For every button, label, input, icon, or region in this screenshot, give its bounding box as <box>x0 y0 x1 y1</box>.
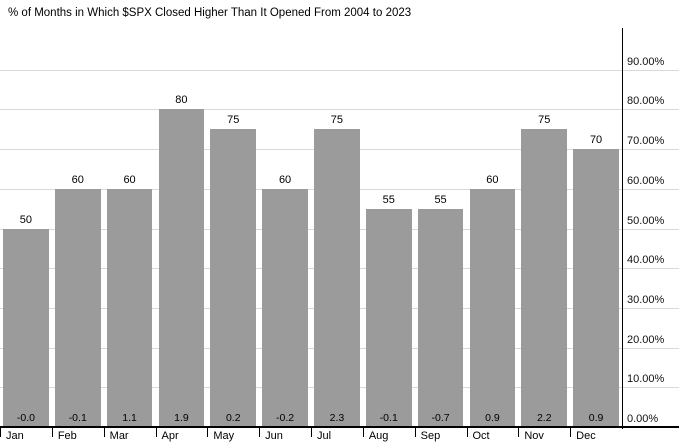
bar-footer-value: 0.2 <box>225 412 241 424</box>
bar-footer-value: 1.9 <box>174 412 189 424</box>
y-axis-tick-label: 90.00% <box>627 55 665 68</box>
bar-nov <box>521 129 568 427</box>
bar-footer-value: 1.1 <box>122 412 137 424</box>
x-axis-tick <box>259 427 260 437</box>
x-axis-tick <box>518 427 519 437</box>
gridline <box>0 109 679 111</box>
x-axis-month-label: Oct <box>472 430 490 442</box>
bar-value-label: 80 <box>175 94 188 107</box>
bar-footer-value: 2.2 <box>536 412 552 424</box>
x-axis-tick <box>311 427 312 437</box>
x-axis-month-label: Apr <box>161 430 179 442</box>
bar-jun <box>262 188 308 427</box>
y-axis-tick-label: 50.00% <box>627 214 665 227</box>
x-axis-tick <box>156 427 157 437</box>
bar-footer-value: 2.3 <box>329 412 345 424</box>
bar-jul <box>314 129 360 427</box>
x-axis-month-label: Feb <box>57 430 77 442</box>
y-axis-tick-label: 30.00% <box>627 293 665 306</box>
bar-footer-value: -0.7 <box>431 412 450 424</box>
chart-title: % of Months in Which $SPX Closed Higher … <box>8 7 412 19</box>
x-axis-line <box>0 426 679 428</box>
bar-value-label: 60 <box>123 173 136 186</box>
x-axis-tick <box>104 427 105 437</box>
bar-value-label: 75 <box>538 114 551 127</box>
x-axis-month-label: Mar <box>109 430 129 442</box>
bar-mar <box>106 188 153 427</box>
x-axis-month-label: Nov <box>524 430 544 442</box>
y-axis-tick-label: 40.00% <box>627 254 665 267</box>
bar-apr <box>158 109 205 427</box>
x-axis-tick <box>52 427 53 437</box>
x-axis-month-label: Jan <box>6 430 24 442</box>
bar-sep <box>417 208 464 427</box>
y-axis-tick-label: 0.00% <box>627 413 659 425</box>
x-axis-month-label: Jul <box>317 430 332 442</box>
y-axis-tick-label: 60.00% <box>627 174 665 187</box>
x-axis-month-label: Jun <box>265 430 283 442</box>
bar-footer-value: 0.9 <box>588 412 604 424</box>
x-axis-tick <box>570 427 571 437</box>
x-axis-month-label: Aug <box>368 430 389 442</box>
bar-value-label: 70 <box>589 134 603 147</box>
y-axis-tick-label: 80.00% <box>627 95 665 108</box>
x-axis-tick <box>207 427 208 437</box>
bar-dec <box>573 149 619 427</box>
bar-value-label: 50 <box>19 213 33 226</box>
y-axis-line <box>622 28 623 429</box>
bar-footer-value: -0.1 <box>379 412 398 424</box>
bar-value-label: 60 <box>278 173 292 186</box>
bar-oct <box>469 188 516 427</box>
x-axis-tick <box>363 427 364 437</box>
x-axis-tick <box>415 427 416 437</box>
y-axis-tick-label: 70.00% <box>627 135 665 148</box>
y-axis-tick-label: 10.00% <box>627 373 665 386</box>
x-axis-month-label: Dec <box>576 430 596 442</box>
x-axis-month-label: May <box>213 430 235 442</box>
x-axis-month-label: Sep <box>420 430 441 442</box>
bar-value-label: 55 <box>434 193 447 206</box>
bar-aug <box>365 208 412 427</box>
bar-footer-value: 0.9 <box>485 412 500 424</box>
x-axis-tick <box>467 427 468 437</box>
bar-jan <box>3 228 49 427</box>
bar-value-label: 75 <box>227 114 240 127</box>
gridline <box>0 69 679 71</box>
bar-footer-value: -0.1 <box>68 412 87 424</box>
bar-footer-value: -0.2 <box>276 412 295 424</box>
bar-value-label: 60 <box>71 173 84 186</box>
x-axis-tick <box>0 427 1 437</box>
bar-value-label: 55 <box>382 193 395 206</box>
bar-footer-value: -0.0 <box>16 412 35 424</box>
y-axis-tick-label: 20.00% <box>627 333 665 346</box>
bar-value-label: 60 <box>486 173 499 186</box>
bar-feb <box>54 188 101 427</box>
bar-value-label: 75 <box>330 114 344 127</box>
bar-may <box>210 129 257 427</box>
